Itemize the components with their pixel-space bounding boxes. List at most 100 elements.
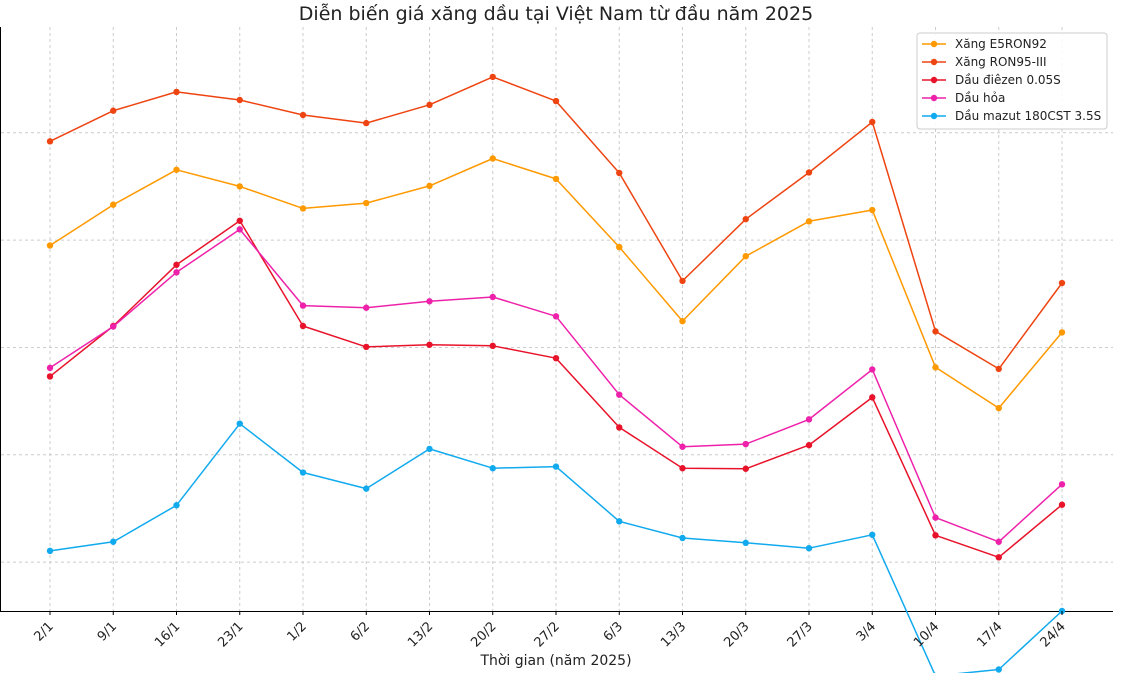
data-point [236,420,243,427]
data-point [489,155,496,162]
data-point [426,445,433,453]
data-point [679,534,686,542]
data-point [110,107,117,114]
data-point [869,206,876,214]
data-point [363,199,370,207]
x-tick-label: 10/4 [911,619,942,650]
data-point [426,298,433,305]
data-point [489,293,496,301]
data-point [616,243,623,251]
data-point [46,547,54,555]
x-tick-label: 13/3 [658,619,689,650]
series-4 [46,226,1066,545]
legend-label: Dầu hỏa [955,91,1005,105]
data-point [299,111,307,119]
data-point [869,118,876,126]
x-tick-label: 20/3 [721,619,752,650]
data-point [110,538,117,545]
data-point [299,205,307,212]
x-tick-label: 20/2 [468,619,499,650]
data-point [932,532,939,539]
data-point [995,666,1002,673]
data-point [173,261,180,268]
data-point [679,443,686,450]
data-point [110,323,117,330]
data-point [1058,279,1066,287]
data-point [805,218,813,225]
data-point [616,424,623,431]
data-point [173,269,180,276]
legend-marker [930,40,938,48]
x-tick-labels: 2/1 9/1 16/1 23/1 1/2 6/2 13/2 20/2 27/2 6/3 13/3 2… [0,132,1069,650]
x-tick-label: 6/3 [601,619,626,644]
data-point [299,302,307,309]
data-point [552,463,560,470]
data-point [1058,329,1066,336]
series-line [49,76,1063,370]
data-point [46,373,54,380]
data-point [805,416,813,423]
legend-marker [930,94,938,102]
x-tick-label: 1/2 [284,619,309,644]
data-point [932,364,939,371]
data-point [552,313,560,320]
data-point [426,101,433,109]
data-point [1058,481,1066,488]
data-point [679,317,686,325]
data-point [552,175,560,183]
series [46,73,1066,673]
data-point [616,518,623,525]
legend-marker [930,76,938,84]
legend-label: Dầu mazut 180CST 3.5S [955,109,1101,123]
data-point [489,73,496,81]
data-point [805,169,813,176]
data-point [236,183,243,190]
data-point [173,166,180,173]
x-tick-label: 6/2 [348,619,373,644]
data-point [616,391,623,398]
data-point [932,514,939,521]
data-point [46,364,54,372]
data-point [46,138,54,145]
legend-box [916,32,1108,130]
legend-marker [930,112,938,120]
data-point [363,485,370,492]
legend-label: Xăng E5RON92 [955,37,1047,51]
data-point [426,341,433,348]
data-point [299,322,307,330]
data-point [616,169,623,177]
chart-title: Diễn biến giá xăng dầu tại Việt Nam từ đ… [299,2,813,25]
x-tick-label: 3/4 [854,619,879,644]
data-point [363,304,370,311]
legend-label: Xăng RON95-III [955,55,1047,69]
data-point [869,531,876,538]
data-point [869,394,876,401]
data-point [489,342,496,350]
data-point [363,119,370,127]
series-5 [46,420,1066,673]
data-point [173,502,180,509]
data-point [869,366,876,373]
data-point [995,554,1002,561]
x-axis-label: Thời gian (năm 2025) [479,653,631,669]
x-tick-label: 17/4 [974,619,1005,650]
data-point [742,539,749,547]
x-tick-label: 16/1 [152,619,183,650]
data-point [426,182,433,190]
data-point [173,88,180,96]
data-point [742,440,749,448]
data-point [742,465,749,472]
data-point [995,404,1002,412]
data-point [995,538,1002,545]
legend-label: Dầu điêzen 0.05S [955,73,1061,87]
series-2 [46,73,1066,373]
data-point [679,465,686,472]
data-point [489,465,496,472]
x-tick-label: 9/1 [95,619,120,644]
data-point [236,226,243,233]
data-point [995,365,1002,373]
data-point [363,343,370,351]
legend: Xăng E5RON92 Xăng RON95-III Dầu điêzen 0.0… [916,32,1108,130]
x-tick-label: 23/1 [215,619,246,650]
x-tick-label: 13/2 [405,619,436,650]
